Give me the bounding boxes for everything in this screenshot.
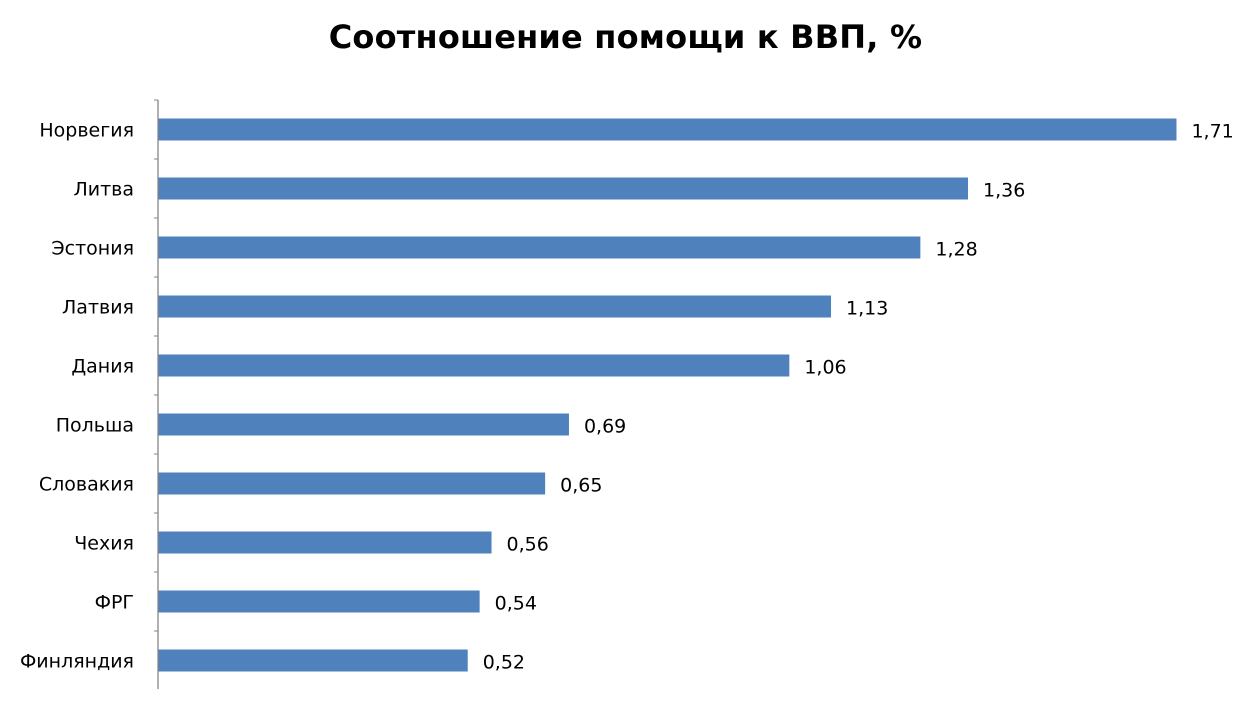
bar <box>158 531 492 554</box>
data-label: 0,52 <box>483 652 525 674</box>
category-label: Словакия <box>39 474 134 496</box>
category-label: Чехия <box>74 533 134 555</box>
category-label: Латвия <box>62 297 134 319</box>
data-label: 0,56 <box>507 534 549 556</box>
category-label: Дания <box>71 356 134 378</box>
bar <box>158 649 468 672</box>
category-label: Норвегия <box>39 120 134 142</box>
data-label: 1,36 <box>983 180 1025 202</box>
data-label: 1,71 <box>1191 121 1233 143</box>
bar <box>158 413 569 436</box>
bar <box>158 118 1177 141</box>
data-label: 1,28 <box>935 239 977 261</box>
bar <box>158 590 480 613</box>
bar <box>158 472 546 495</box>
bar <box>158 295 832 318</box>
data-label: 1,06 <box>804 357 846 379</box>
data-label: 1,13 <box>846 298 888 320</box>
bar <box>158 236 921 259</box>
category-label: Польша <box>56 415 134 437</box>
category-label: Эстония <box>51 238 134 260</box>
data-label: 0,69 <box>584 416 626 438</box>
category-label: Финляндия <box>20 651 134 673</box>
category-label: ФРГ <box>95 592 134 614</box>
data-label: 0,65 <box>560 475 602 497</box>
category-label: Литва <box>73 179 134 201</box>
bar <box>158 354 790 377</box>
chart-title: Соотношение помощи к ВВП, % <box>328 18 923 56</box>
data-label: 0,54 <box>495 593 537 615</box>
bar <box>158 177 969 200</box>
